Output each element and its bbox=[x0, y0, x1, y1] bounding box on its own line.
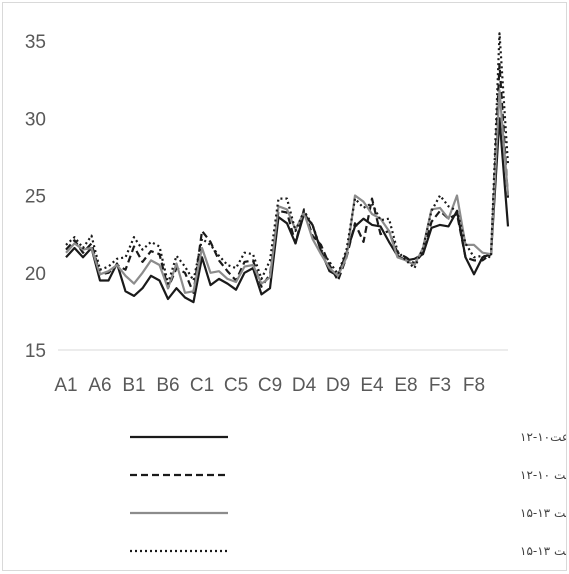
x-tick-label: A6 bbox=[88, 375, 111, 396]
legend-item: دمای ها در ارتفاع ۱/۴۰ متری در ساعت ۱۳-۱… bbox=[130, 544, 569, 559]
y-tick-label: 15 bbox=[25, 341, 46, 362]
legend-label: دما در ارتفاع ۰/۷ متری در ساعت ۱۳-۱۵ bbox=[520, 506, 566, 521]
x-tick-label: C5 bbox=[224, 375, 248, 396]
x-tick-label: F3 bbox=[429, 375, 451, 396]
line-chart: 15 20 25 30 35 A1 A6 B1 B6 C1 C5 C9 D4 D9 E4 E8 F3 F8 دم… bbox=[25, 32, 569, 559]
y-tick-label: 20 bbox=[25, 264, 46, 285]
y-axis: 15 20 25 30 35 bbox=[25, 32, 46, 362]
series-line-3 bbox=[65, 89, 510, 294]
x-axis: A1 A6 B1 B6 C1 C5 C9 D4 D9 E4 E8 F3 F8 bbox=[54, 349, 508, 396]
legend-item: دما در ارتفاع ۰/۷ متری در ساعت۱۰-۱۲ bbox=[130, 430, 569, 445]
series-line-2 bbox=[65, 63, 510, 294]
legend: دما در ارتفاع ۰/۷ متری در ساعت۱۰-۱۲ دما د… bbox=[130, 430, 569, 559]
x-tick-label: C1 bbox=[190, 375, 214, 396]
x-tick-label: E8 bbox=[394, 375, 417, 396]
legend-item: دما در ارتفاع ۱/۴۰ متری در ساعت ۱۰-۱۲ bbox=[130, 468, 569, 483]
legend-label: دما در ارتفاع ۱/۴۰ متری در ساعت ۱۰-۱۲ bbox=[520, 468, 566, 483]
x-tick-label: B1 bbox=[122, 375, 145, 396]
y-tick-label: 25 bbox=[25, 187, 46, 208]
legend-label: دمای ها در ارتفاع ۱/۴۰ متری در ساعت ۱۳-۱… bbox=[520, 544, 566, 559]
series-line-4 bbox=[65, 32, 510, 285]
x-tick-label: A1 bbox=[54, 375, 77, 396]
series-line-1 bbox=[65, 117, 510, 304]
x-tick-label: C9 bbox=[258, 375, 282, 396]
x-tick-label: B6 bbox=[156, 375, 179, 396]
x-tick-label: E4 bbox=[360, 375, 384, 396]
y-tick-label: 30 bbox=[25, 109, 46, 130]
x-tick-label: F8 bbox=[463, 375, 485, 396]
legend-label: دما در ارتفاع ۰/۷ متری در ساعت۱۰-۱۲ bbox=[520, 430, 566, 445]
x-tick-label: D9 bbox=[326, 375, 350, 396]
x-tick-label: D4 bbox=[292, 375, 317, 396]
legend-item: دما در ارتفاع ۰/۷ متری در ساعت ۱۳-۱۵ bbox=[130, 506, 569, 521]
series-layer bbox=[65, 32, 510, 304]
y-tick-label: 35 bbox=[25, 32, 46, 53]
